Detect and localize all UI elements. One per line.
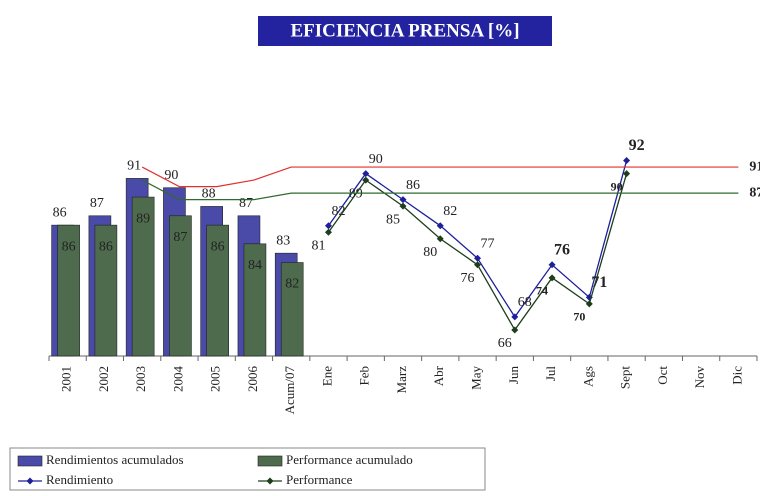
x-tick-label: Marz (394, 366, 409, 394)
data-label: 84 (248, 258, 262, 273)
legend-marker (26, 477, 34, 485)
legend-box (9, 447, 486, 491)
data-label: 92 (629, 137, 645, 154)
legend-swatch (17, 455, 43, 467)
x-tick-label: Jun (506, 366, 521, 385)
x-tick-label: 2006 (245, 366, 260, 393)
x-tick-label: 2005 (208, 366, 223, 392)
bar (131, 196, 155, 357)
x-tick-label: May (469, 366, 484, 390)
data-label: 87 (239, 196, 253, 211)
marker (362, 170, 370, 178)
x-tick-label: Nov (692, 366, 707, 389)
data-label: 91 (749, 159, 760, 174)
data-label: 70 (573, 310, 585, 324)
x-tick-label: Abr (431, 365, 446, 386)
data-label: 89 (136, 211, 150, 226)
x-tick-label: Oct (655, 366, 670, 385)
legend-label: Performance (286, 472, 353, 487)
data-label: 90 (369, 152, 383, 167)
data-label: 82 (443, 204, 457, 219)
marker (436, 222, 444, 230)
data-label: 76 (461, 271, 475, 286)
data-label: 74 (536, 284, 548, 298)
marker (474, 261, 482, 269)
data-label: 90 (611, 179, 623, 193)
marker (548, 261, 556, 269)
legend-swatch (257, 455, 283, 467)
bar (169, 215, 192, 357)
data-label: 81 (311, 238, 325, 253)
data-label: 88 (202, 187, 216, 202)
marker (511, 313, 519, 321)
marker (324, 228, 332, 236)
marker (436, 235, 444, 243)
x-tick-label: Ags (580, 366, 595, 387)
x-tick-label: 2001 (59, 366, 74, 392)
x-tick-label: 2003 (133, 366, 148, 392)
legend: Rendimientos acumulados Performance acumu… (17, 452, 413, 487)
x-tick-label: Jul (543, 366, 558, 382)
data-label: 76 (554, 241, 570, 258)
title-box (258, 16, 552, 46)
data-label: 91 (127, 159, 141, 174)
data-label: 89 (349, 186, 363, 201)
data-label: 87 (749, 185, 760, 200)
data-label: 82 (331, 204, 345, 219)
x-tick-label: Dic (729, 366, 744, 385)
legend-label: Performance acumulado (286, 452, 413, 467)
x-tick-label: 2002 (96, 366, 111, 392)
x-tick-label: Acum/07 (282, 366, 297, 415)
legend-label: Rendimiento (46, 472, 113, 487)
x-tick-label: Sept (618, 366, 633, 390)
data-label: 87 (173, 230, 187, 245)
bar (243, 243, 267, 357)
data-label: 86 (62, 239, 76, 254)
data-label: 86 (211, 239, 225, 254)
marker (623, 157, 631, 165)
line (141, 179, 739, 201)
data-label: 77 (481, 236, 495, 251)
legend-marker (266, 477, 274, 485)
data-label: 90 (164, 168, 178, 183)
marker (474, 254, 482, 262)
bar (206, 224, 229, 357)
x-tick-label: Feb (357, 366, 372, 386)
data-label: 85 (386, 212, 400, 227)
bar (57, 224, 80, 357)
data-label: 71 (591, 274, 607, 291)
x-tick-label: 2004 (170, 366, 185, 393)
data-label: 66 (498, 336, 512, 351)
legend-label: Rendimientos acumulados (46, 452, 184, 467)
data-label: 86 (53, 205, 67, 220)
data-label: 82 (285, 277, 299, 292)
data-label: 80 (423, 245, 437, 260)
line (141, 166, 739, 188)
marker (623, 170, 631, 178)
data-label: 68 (518, 295, 532, 310)
bar (280, 262, 304, 357)
marker (511, 326, 519, 334)
marker (324, 222, 332, 230)
bar (94, 224, 118, 357)
chart-title: EFICIENCIA PRENSA [%] (290, 20, 519, 41)
data-label: 83 (276, 233, 290, 248)
marker (399, 202, 407, 210)
marker (548, 274, 556, 282)
data-label: 86 (99, 239, 113, 254)
line (327, 160, 628, 319)
marker (362, 176, 370, 184)
marker (399, 196, 407, 204)
x-tick-label: Ene (319, 366, 334, 386)
marker (585, 300, 593, 308)
data-label: 87 (90, 196, 104, 211)
data-label: 86 (406, 178, 420, 193)
line (327, 173, 628, 332)
